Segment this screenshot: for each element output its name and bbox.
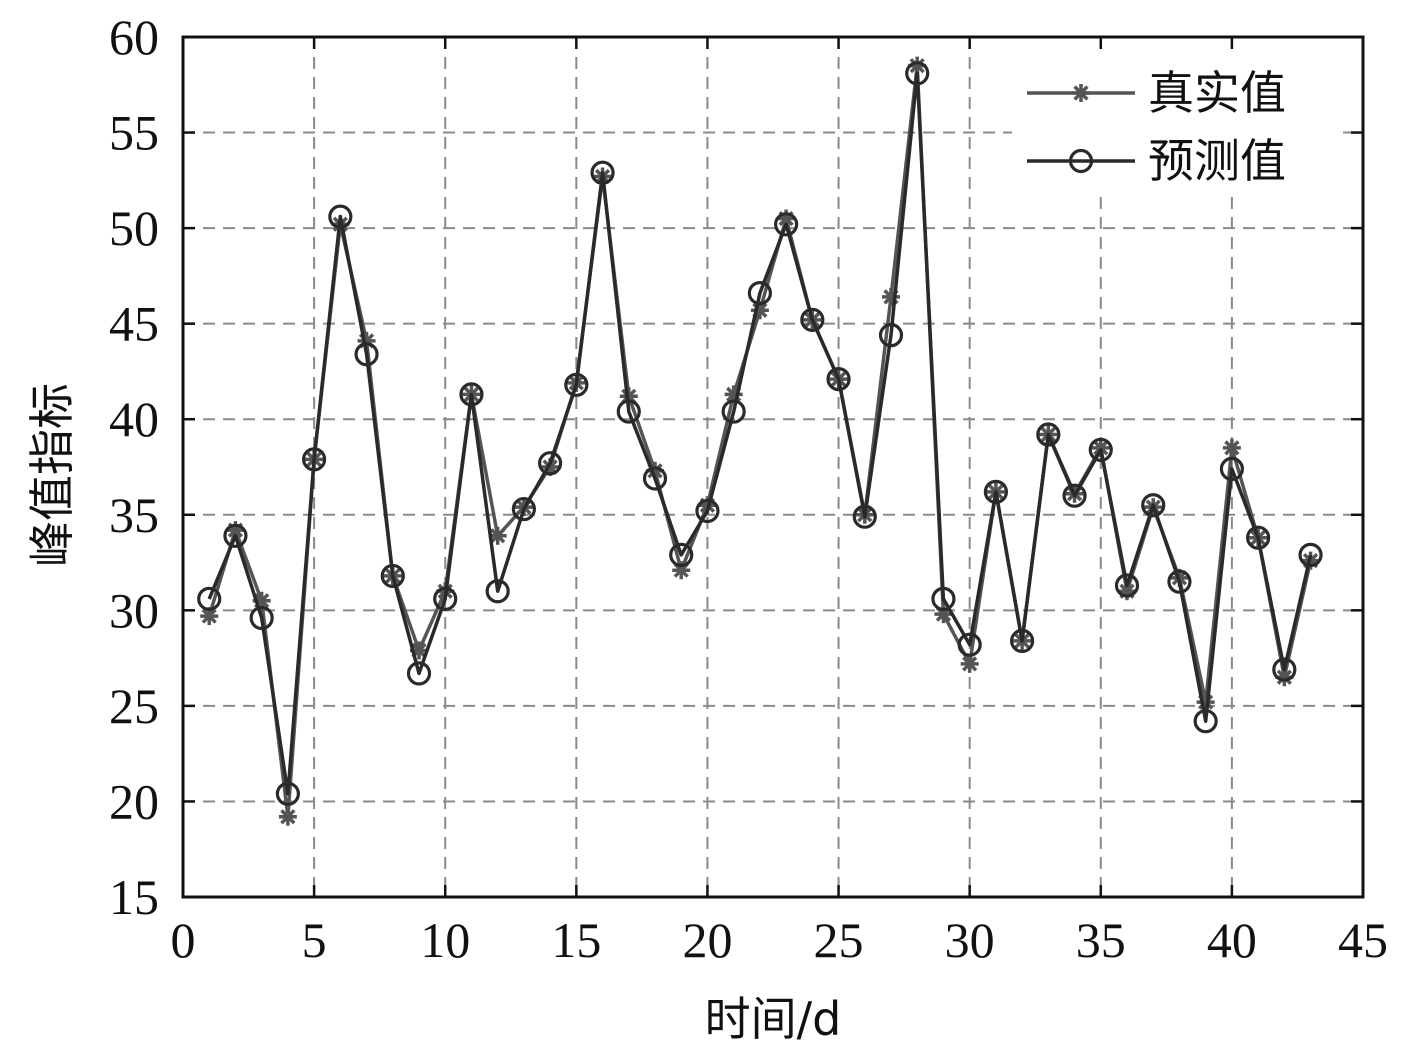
y-tick-label: 60 [109,9,159,65]
x-tick-label: 35 [1076,912,1126,968]
x-tick-label: 15 [551,912,601,968]
data-point [302,447,327,472]
x-tick-label: 25 [814,912,864,968]
y-axis-label: 峰值指标 [25,383,79,567]
data-point [826,366,851,392]
legend-label: 预测值 [1148,134,1286,188]
data-point [1246,525,1271,550]
legend-marker [1072,84,1090,102]
y-tick-label: 25 [109,678,159,734]
axis-ticks [181,35,1365,899]
x-tick-label: 20 [682,912,732,968]
data-point [511,496,536,522]
x-tick-label: 0 [171,912,196,968]
data-point [223,523,248,548]
y-tick-label: 30 [109,582,159,638]
data-point [960,654,979,673]
data-point [1219,456,1244,482]
data-point [590,160,615,185]
x-tick-label: 30 [945,912,995,968]
series-layer [197,56,1323,826]
grid-lines [183,37,1363,897]
data-point [695,498,720,524]
legend-label: 真实值 [1148,66,1286,120]
data-point [852,504,877,529]
x-tick-label: 40 [1207,912,1257,968]
data-point [721,399,746,424]
y-tick-label: 40 [109,391,159,447]
data-point [354,342,379,367]
data-point [406,661,432,686]
data-point [957,632,982,657]
data-point [642,466,668,491]
data-point [1036,422,1061,447]
y-tick-label: 35 [109,487,159,543]
x-tick-label: 10 [420,912,470,968]
legend-item-predicted-value: 预测值 [1027,134,1286,188]
data-point [197,586,222,611]
data-point [380,563,405,589]
y-tick-label: 15 [109,869,159,925]
data-point [747,280,772,306]
x-axis-label: 时间/d [705,992,842,1046]
data-point [485,579,510,604]
data-point [488,526,507,545]
data-point [1141,493,1166,518]
y-tick-label: 50 [109,200,159,256]
data-point [1088,437,1113,462]
data-point [669,542,694,568]
data-point [1298,542,1323,568]
data-point [564,372,589,397]
data-point [1272,657,1297,682]
data-point [1010,628,1035,654]
y-tick-label: 45 [109,296,159,352]
x-tick-label: 45 [1338,912,1388,968]
data-point [983,479,1008,504]
data-point [433,586,458,611]
data-point [249,605,274,631]
data-point [1167,569,1192,594]
series-line [207,71,1313,796]
data-point [1062,483,1087,508]
data-point [905,61,930,86]
data-point [1222,438,1241,457]
data-point [931,586,956,611]
x-tick-label: 5 [302,912,327,968]
data-point [1193,709,1218,734]
x-axis-tick-labels: 0 5 10 15 20 25 30 35 40 45 [171,912,1389,968]
legend: 真实值 预测值 [1012,55,1342,195]
data-point [800,307,825,332]
legend-marker [1068,148,1094,174]
y-tick-label: 55 [109,105,159,161]
series-predicted-value [197,61,1323,806]
legend-background [1012,55,1342,195]
plot-area-frame [181,35,1365,899]
data-point [278,807,297,826]
data-point [882,287,900,306]
data-point [328,204,353,229]
data-point [538,451,563,476]
data-point [459,382,484,407]
data-point [275,781,300,806]
data-point [774,212,799,237]
y-tick-label: 20 [109,773,159,829]
y-axis-tick-labels: 15 20 25 30 35 40 45 50 55 60 [109,9,159,925]
data-point [878,323,904,348]
legend-item-true-value: 真实值 [1027,66,1286,120]
data-point [1114,573,1140,598]
data-point [616,399,641,424]
